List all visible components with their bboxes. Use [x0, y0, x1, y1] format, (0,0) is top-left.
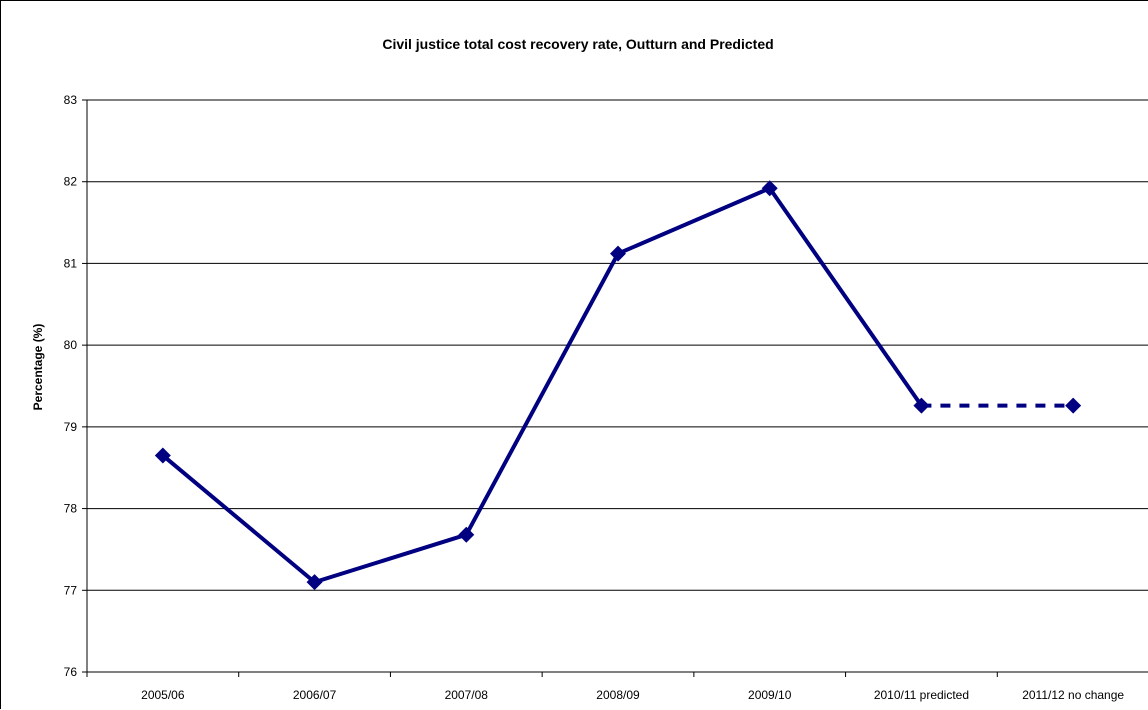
x-tick-labels: 2005/06 2006/07 2007/08 2008/09 2009/10 2010/… — [141, 688, 1124, 702]
data-point-marker — [306, 574, 323, 591]
data-point-marker — [154, 447, 171, 464]
y-tick-label: 83 — [64, 93, 78, 107]
y-tick-label: 79 — [64, 420, 78, 434]
x-tick-label: 2007/08 — [445, 688, 489, 702]
chart-title: Civil justice total cost recovery rate, … — [382, 36, 773, 52]
y-tick-label: 81 — [64, 256, 78, 270]
x-tick-label: 2010/11 predicted — [874, 688, 969, 702]
y-tick-label: 80 — [64, 338, 78, 352]
data-point-marker — [913, 397, 930, 414]
data-point-marker — [458, 526, 475, 543]
x-tick-label: 2011/12 no change — [1022, 688, 1124, 702]
series-segment — [161, 453, 316, 584]
y-axis-label: Percentage (%) — [31, 324, 45, 411]
data-point-marker — [1065, 397, 1082, 414]
x-tick-label: 2006/07 — [293, 688, 337, 702]
series-segment — [768, 187, 924, 407]
y-tick-label: 78 — [64, 502, 78, 516]
gridlines — [87, 99, 1148, 591]
y-tick-label: 82 — [64, 175, 78, 189]
y-tick-labels: 76 77 78 79 80 81 82 83 — [64, 93, 78, 679]
series-segment — [617, 186, 771, 256]
y-tick-label: 77 — [64, 583, 78, 597]
data-point-marker — [610, 245, 626, 262]
series-lines — [161, 186, 1074, 585]
y-tick-label: 76 — [64, 665, 78, 679]
x-tick-label: 2005/06 — [141, 688, 185, 702]
data-markers — [154, 180, 1082, 591]
x-tick-label: 2008/09 — [596, 688, 640, 702]
axes — [82, 99, 1148, 677]
series-segment — [464, 252, 620, 536]
series-segment — [313, 532, 467, 585]
x-tick-label: 2009/10 — [748, 688, 792, 702]
data-point-marker — [761, 180, 778, 197]
